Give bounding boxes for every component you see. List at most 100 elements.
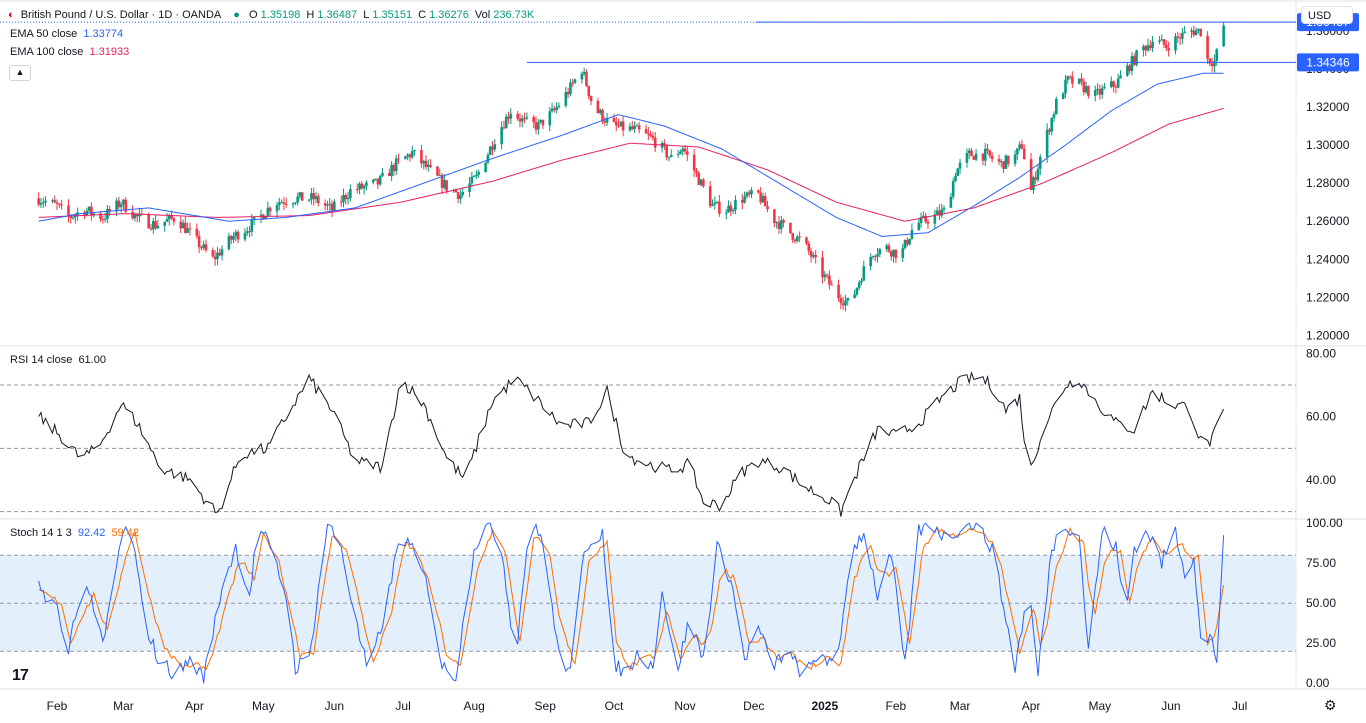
stoch-tick-label: 100.00: [1306, 516, 1343, 530]
candle-body: [537, 122, 540, 130]
candle-body: [1032, 177, 1035, 190]
candle-body: [763, 196, 767, 207]
candle-body: [782, 220, 785, 223]
stoch-legend[interactable]: Stoch 14 1 3 92.42 59.42: [10, 527, 142, 539]
x-tick-label: May: [1089, 699, 1112, 713]
candle-body: [323, 203, 327, 206]
candle-body: [841, 303, 845, 306]
candle-body: [933, 214, 937, 224]
candle-body: [922, 215, 925, 218]
candle-body: [972, 156, 976, 160]
candle-body: [1144, 46, 1147, 51]
candle-body: [683, 148, 687, 152]
candle-body: [252, 217, 256, 220]
gbp-usd-flag-icon: ◐: [8, 9, 15, 21]
candle-body: [669, 154, 673, 157]
candle-body: [967, 150, 971, 154]
candle-body: [236, 231, 240, 240]
low-label: L: [363, 9, 370, 21]
candle-body: [745, 192, 749, 197]
close-label: C: [418, 9, 427, 21]
candle-body: [1036, 168, 1040, 180]
candle-body: [1210, 63, 1214, 67]
ema50-line: [38, 72, 1224, 238]
rsi-legend[interactable]: RSI 14 close 61.00: [10, 354, 109, 366]
candle-body: [358, 183, 361, 190]
gear-icon[interactable]: ⚙: [1324, 697, 1337, 713]
candle-body: [935, 210, 939, 215]
candle-body: [1084, 86, 1088, 93]
candle-body: [908, 238, 911, 245]
candle-body: [1119, 75, 1122, 79]
candle-body: [566, 91, 570, 95]
candle-body: [37, 198, 40, 205]
stoch-d-line: [38, 526, 1225, 672]
candle-body: [330, 203, 334, 211]
candle-body: [1213, 60, 1216, 67]
candle-body: [520, 118, 524, 122]
candle-body: [149, 228, 153, 230]
candle-body: [1004, 155, 1008, 169]
candle-body: [328, 203, 332, 205]
close-value: 1.36276: [429, 9, 469, 21]
candle-body: [873, 256, 877, 258]
candle-body: [724, 212, 728, 214]
rsi-tick-label: 40.00: [1306, 473, 1336, 487]
symbol-title[interactable]: British Pound / U.S. Dollar · 1D · OANDA: [20, 9, 222, 21]
candle-body: [1110, 81, 1113, 87]
candle-body: [830, 284, 833, 286]
candle-body: [679, 151, 682, 154]
candle-body: [621, 121, 625, 131]
candle-body: [828, 275, 831, 285]
candle-body: [741, 199, 744, 203]
candle-body: [1052, 114, 1056, 118]
candle-body: [1114, 86, 1118, 88]
candle-body: [585, 71, 588, 87]
candle-body: [1066, 76, 1070, 80]
candle-body: [697, 172, 701, 185]
candle-body: [1192, 30, 1196, 36]
candle-body: [1178, 37, 1182, 39]
price-tick-label: 1.22000: [1306, 290, 1350, 304]
candle-body: [491, 146, 494, 150]
candle-body: [869, 256, 872, 267]
candle-body: [773, 209, 776, 223]
candle-body: [647, 133, 650, 135]
candle-body: [619, 121, 623, 127]
candle-body: [718, 201, 721, 214]
ema100-legend[interactable]: EMA 100 close 1.31933: [10, 46, 132, 58]
candle-body: [388, 172, 391, 177]
x-tick-label: Jun: [325, 699, 344, 713]
stoch-k-line: [38, 522, 1225, 684]
candle-body: [1206, 35, 1209, 59]
rsi-tick-label: 80.00: [1306, 346, 1336, 360]
candle-body: [1162, 39, 1166, 45]
candle-body: [702, 179, 705, 187]
candle-body: [892, 249, 895, 257]
candle-body: [60, 204, 63, 206]
candle-body: [1197, 28, 1200, 31]
candle-body: [1093, 90, 1097, 96]
candle-body: [997, 159, 1001, 162]
stoch-d-value: 59.42: [111, 527, 139, 539]
low-value: 1.35151: [372, 9, 413, 21]
candle-body: [885, 245, 889, 250]
ema50-legend[interactable]: EMA 50 close 1.33774: [10, 28, 126, 40]
candle-body: [1061, 93, 1065, 99]
candle-body: [216, 252, 219, 260]
candle-body: [44, 200, 47, 203]
candle-body: [179, 221, 183, 229]
candle-body: [974, 153, 978, 160]
candle-body: [1096, 88, 1099, 91]
tradingview-logo-icon[interactable]: 17: [12, 667, 29, 684]
candle-body: [1146, 45, 1150, 51]
currency-button[interactable]: USD: [1301, 6, 1353, 24]
price-tick-label: 1.24000: [1306, 252, 1350, 266]
candle-body: [676, 153, 680, 155]
x-tick-label: Nov: [674, 699, 695, 713]
candle-body: [1048, 129, 1051, 132]
candle-body: [1022, 148, 1026, 160]
candle-body: [1130, 56, 1134, 72]
chevron-up-icon[interactable]: ▲: [9, 65, 31, 81]
